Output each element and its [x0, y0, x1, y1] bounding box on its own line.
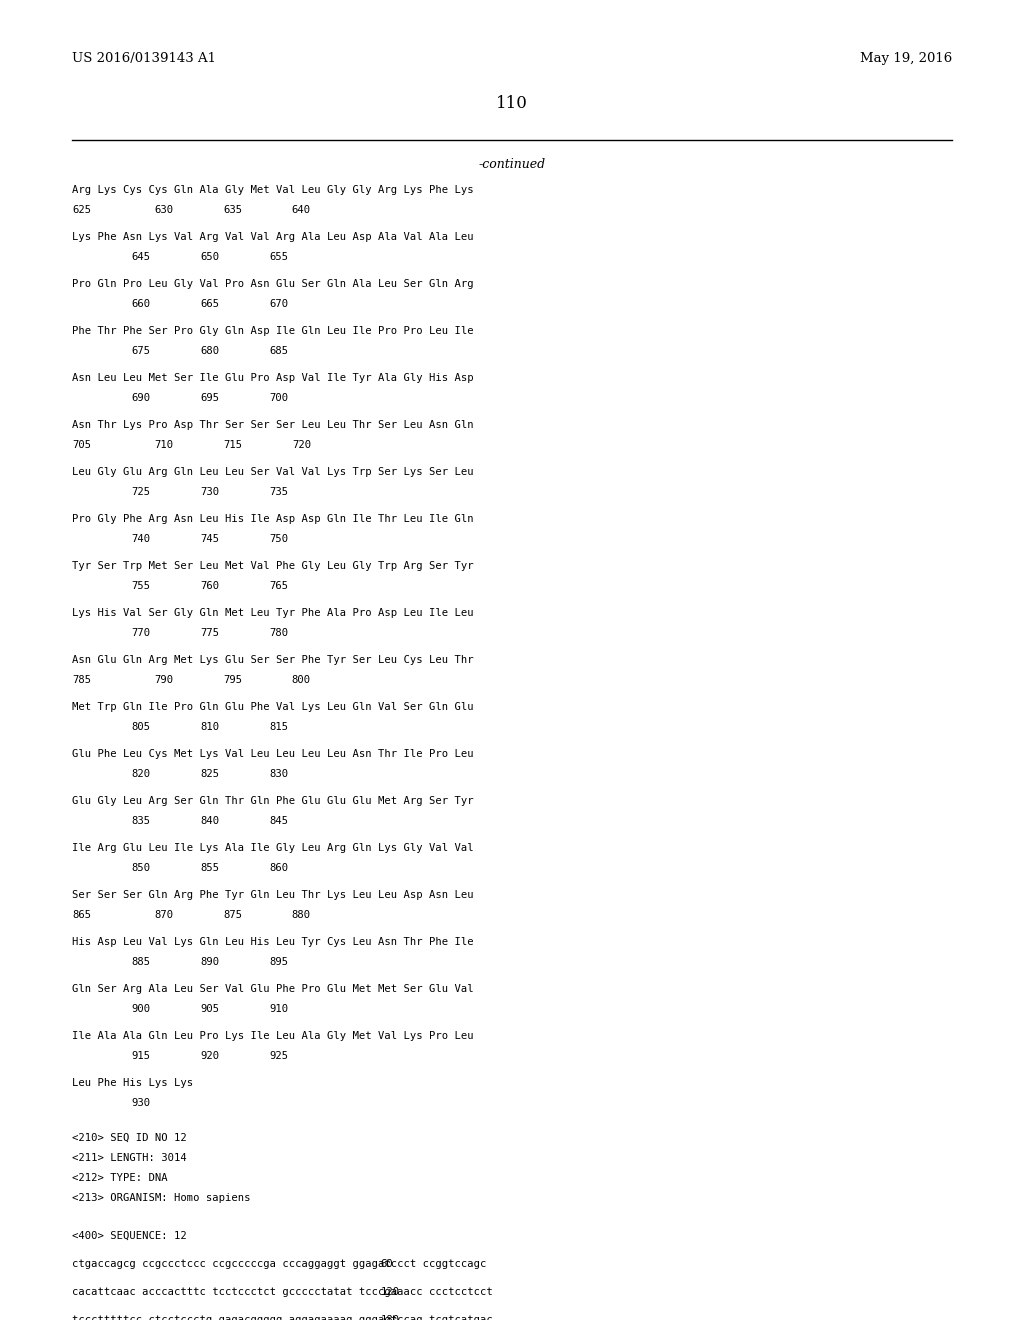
Text: <400> SEQUENCE: 12: <400> SEQUENCE: 12	[72, 1232, 186, 1241]
Text: 660: 660	[131, 300, 151, 309]
Text: 905: 905	[201, 1005, 219, 1014]
Text: 920: 920	[201, 1051, 219, 1061]
Text: 670: 670	[269, 300, 288, 309]
Text: 60: 60	[381, 1259, 393, 1269]
Text: 720: 720	[292, 440, 311, 450]
Text: Ile Arg Glu Leu Ile Lys Ala Ile Gly Leu Arg Gln Lys Gly Val Val: Ile Arg Glu Leu Ile Lys Ala Ile Gly Leu …	[72, 843, 474, 853]
Text: 880: 880	[292, 909, 311, 920]
Text: 930: 930	[131, 1098, 151, 1107]
Text: 675: 675	[131, 346, 151, 356]
Text: Asn Leu Leu Met Ser Ile Glu Pro Asp Val Ile Tyr Ala Gly His Asp: Asn Leu Leu Met Ser Ile Glu Pro Asp Val …	[72, 374, 474, 383]
Text: 870: 870	[155, 909, 173, 920]
Text: 790: 790	[155, 675, 173, 685]
Text: 830: 830	[269, 770, 288, 779]
Text: 625: 625	[72, 205, 91, 215]
Text: 775: 775	[201, 628, 219, 638]
Text: 630: 630	[155, 205, 173, 215]
Text: 745: 745	[201, 535, 219, 544]
Text: Glu Phe Leu Cys Met Lys Val Leu Leu Leu Leu Asn Thr Ile Pro Leu: Glu Phe Leu Cys Met Lys Val Leu Leu Leu …	[72, 748, 474, 759]
Text: 780: 780	[269, 628, 288, 638]
Text: 700: 700	[269, 393, 288, 403]
Text: 785: 785	[72, 675, 91, 685]
Text: Ile Ala Ala Gln Leu Pro Lys Ile Leu Ala Gly Met Val Lys Pro Leu: Ile Ala Ala Gln Leu Pro Lys Ile Leu Ala …	[72, 1031, 474, 1041]
Text: 120: 120	[381, 1287, 399, 1298]
Text: 705: 705	[72, 440, 91, 450]
Text: 640: 640	[292, 205, 311, 215]
Text: 725: 725	[131, 487, 151, 498]
Text: 770: 770	[131, 628, 151, 638]
Text: 810: 810	[201, 722, 219, 733]
Text: Pro Gln Pro Leu Gly Val Pro Asn Glu Ser Gln Ala Leu Ser Gln Arg: Pro Gln Pro Leu Gly Val Pro Asn Glu Ser …	[72, 279, 474, 289]
Text: 850: 850	[131, 863, 151, 873]
Text: 855: 855	[201, 863, 219, 873]
Text: <213> ORGANISM: Homo sapiens: <213> ORGANISM: Homo sapiens	[72, 1193, 251, 1203]
Text: 645: 645	[131, 252, 151, 261]
Text: 865: 865	[72, 909, 91, 920]
Text: cacattcaac acccactttc tcctccctct gccccctatat tcccgaaacc ccctcctcct: cacattcaac acccactttc tcctccctct gccccct…	[72, 1287, 493, 1298]
Text: 180: 180	[381, 1315, 399, 1320]
Text: Asn Thr Lys Pro Asp Thr Ser Ser Ser Leu Leu Thr Ser Leu Asn Gln: Asn Thr Lys Pro Asp Thr Ser Ser Ser Leu …	[72, 420, 474, 430]
Text: Phe Thr Phe Ser Pro Gly Gln Asp Ile Gln Leu Ile Pro Pro Leu Ile: Phe Thr Phe Ser Pro Gly Gln Asp Ile Gln …	[72, 326, 474, 337]
Text: 890: 890	[201, 957, 219, 968]
Text: 730: 730	[201, 487, 219, 498]
Text: Arg Lys Cys Cys Gln Ala Gly Met Val Leu Gly Gly Arg Lys Phe Lys: Arg Lys Cys Cys Gln Ala Gly Met Val Leu …	[72, 185, 474, 195]
Text: 650: 650	[201, 252, 219, 261]
Text: Gln Ser Arg Ala Leu Ser Val Glu Phe Pro Glu Met Met Ser Glu Val: Gln Ser Arg Ala Leu Ser Val Glu Phe Pro …	[72, 983, 474, 994]
Text: 795: 795	[223, 675, 243, 685]
Text: 835: 835	[131, 816, 151, 826]
Text: May 19, 2016: May 19, 2016	[860, 51, 952, 65]
Text: 845: 845	[269, 816, 288, 826]
Text: 685: 685	[269, 346, 288, 356]
Text: US 2016/0139143 A1: US 2016/0139143 A1	[72, 51, 216, 65]
Text: Lys Phe Asn Lys Val Arg Val Val Arg Ala Leu Asp Ala Val Ala Leu: Lys Phe Asn Lys Val Arg Val Val Arg Ala …	[72, 232, 474, 242]
Text: 885: 885	[131, 957, 151, 968]
Text: 820: 820	[131, 770, 151, 779]
Text: Ser Ser Ser Gln Arg Phe Tyr Gln Leu Thr Lys Leu Leu Asp Asn Leu: Ser Ser Ser Gln Arg Phe Tyr Gln Leu Thr …	[72, 890, 474, 900]
Text: ctgaccagcg ccgccctccc ccgcccccga cccaggaggt ggagatccct ccggtccagc: ctgaccagcg ccgccctccc ccgcccccga cccagga…	[72, 1259, 486, 1269]
Text: 875: 875	[223, 909, 243, 920]
Text: Lys His Val Ser Gly Gln Met Leu Tyr Phe Ala Pro Asp Leu Ile Leu: Lys His Val Ser Gly Gln Met Leu Tyr Phe …	[72, 609, 474, 618]
Text: tccctttttcc ctcctccctg gagacggggg aggagaaaag gggagtccag tcgtcatgac: tccctttttcc ctcctccctg gagacggggg aggaga…	[72, 1315, 493, 1320]
Text: 895: 895	[269, 957, 288, 968]
Text: 695: 695	[201, 393, 219, 403]
Text: Glu Gly Leu Arg Ser Gln Thr Gln Phe Glu Glu Glu Met Arg Ser Tyr: Glu Gly Leu Arg Ser Gln Thr Gln Phe Glu …	[72, 796, 474, 807]
Text: Leu Gly Glu Arg Gln Leu Leu Ser Val Val Lys Trp Ser Lys Ser Leu: Leu Gly Glu Arg Gln Leu Leu Ser Val Val …	[72, 467, 474, 477]
Text: Pro Gly Phe Arg Asn Leu His Ile Asp Asp Gln Ile Thr Leu Ile Gln: Pro Gly Phe Arg Asn Leu His Ile Asp Asp …	[72, 513, 474, 524]
Text: -continued: -continued	[478, 158, 546, 172]
Text: 635: 635	[223, 205, 243, 215]
Text: Leu Phe His Lys Lys: Leu Phe His Lys Lys	[72, 1078, 194, 1088]
Text: 740: 740	[131, 535, 151, 544]
Text: 715: 715	[223, 440, 243, 450]
Text: 815: 815	[269, 722, 288, 733]
Text: Met Trp Gln Ile Pro Gln Glu Phe Val Lys Leu Gln Val Ser Gln Glu: Met Trp Gln Ile Pro Gln Glu Phe Val Lys …	[72, 702, 474, 711]
Text: 760: 760	[201, 581, 219, 591]
Text: 910: 910	[269, 1005, 288, 1014]
Text: 750: 750	[269, 535, 288, 544]
Text: Asn Glu Gln Arg Met Lys Glu Ser Ser Phe Tyr Ser Leu Cys Leu Thr: Asn Glu Gln Arg Met Lys Glu Ser Ser Phe …	[72, 655, 474, 665]
Text: 840: 840	[201, 816, 219, 826]
Text: 765: 765	[269, 581, 288, 591]
Text: 805: 805	[131, 722, 151, 733]
Text: 860: 860	[269, 863, 288, 873]
Text: 825: 825	[201, 770, 219, 779]
Text: 655: 655	[269, 252, 288, 261]
Text: 680: 680	[201, 346, 219, 356]
Text: 755: 755	[131, 581, 151, 591]
Text: 915: 915	[131, 1051, 151, 1061]
Text: 735: 735	[269, 487, 288, 498]
Text: His Asp Leu Val Lys Gln Leu His Leu Tyr Cys Leu Asn Thr Phe Ile: His Asp Leu Val Lys Gln Leu His Leu Tyr …	[72, 937, 474, 946]
Text: 665: 665	[201, 300, 219, 309]
Text: 925: 925	[269, 1051, 288, 1061]
Text: 800: 800	[292, 675, 311, 685]
Text: 710: 710	[155, 440, 173, 450]
Text: Tyr Ser Trp Met Ser Leu Met Val Phe Gly Leu Gly Trp Arg Ser Tyr: Tyr Ser Trp Met Ser Leu Met Val Phe Gly …	[72, 561, 474, 572]
Text: <211> LENGTH: 3014: <211> LENGTH: 3014	[72, 1152, 186, 1163]
Text: <212> TYPE: DNA: <212> TYPE: DNA	[72, 1173, 168, 1183]
Text: <210> SEQ ID NO 12: <210> SEQ ID NO 12	[72, 1133, 186, 1143]
Text: 690: 690	[131, 393, 151, 403]
Text: 110: 110	[496, 95, 528, 112]
Text: 900: 900	[131, 1005, 151, 1014]
